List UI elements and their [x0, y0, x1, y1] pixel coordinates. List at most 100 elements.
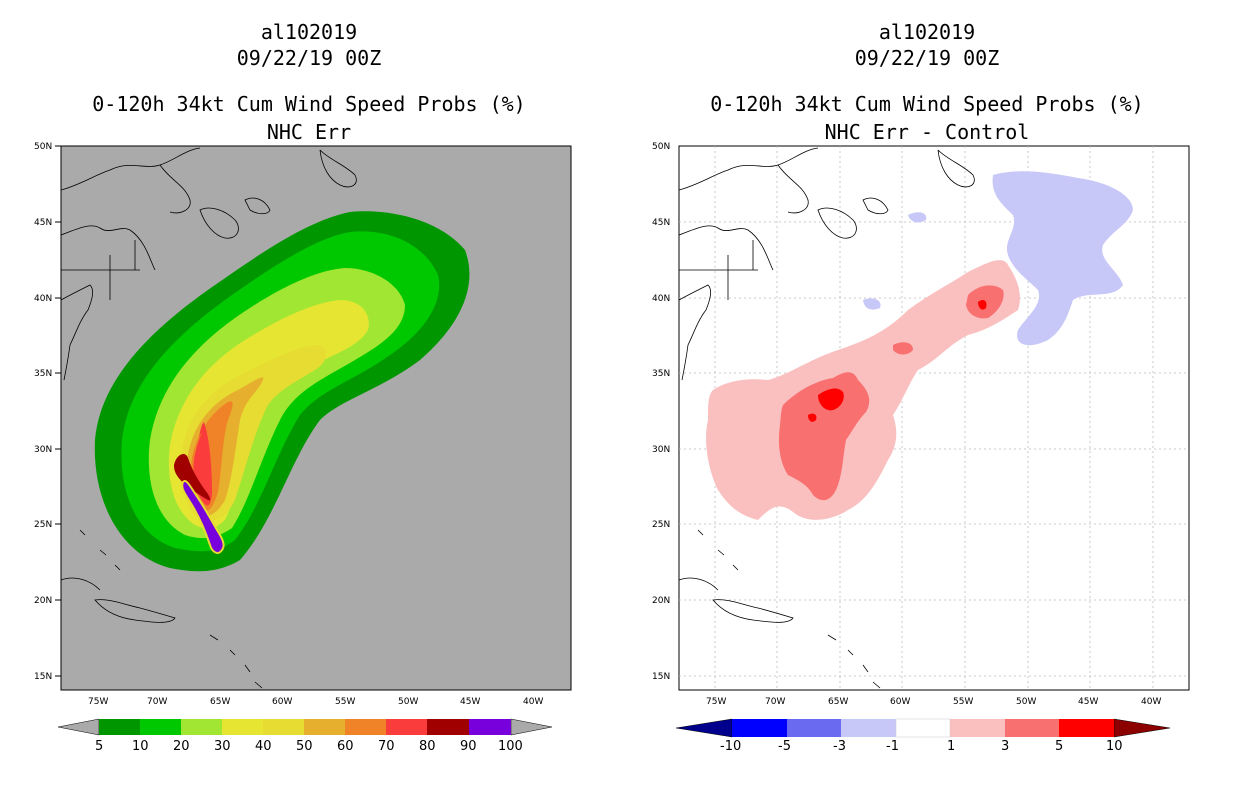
lat-label: 45N	[652, 218, 670, 228]
coastlines	[679, 147, 975, 689]
colorbar-box	[125, 719, 141, 735]
lon-label: 50W	[398, 697, 418, 707]
lon-label: 70W	[147, 697, 167, 707]
lat-label: 25N	[652, 520, 670, 530]
lon-label: 40W	[523, 697, 543, 707]
colorbar-label: 30	[214, 739, 231, 754]
colorbar-label: 100	[498, 739, 523, 754]
subtitle: NHC Err - Control	[824, 120, 1030, 144]
colorbar-box	[427, 719, 469, 735]
lat-label: 30N	[652, 445, 670, 455]
colorbar-box	[732, 719, 787, 737]
lon-labels: 75W 70W 65W 60W 55W 50W 45W 40W	[88, 697, 543, 707]
lon-label: 65W	[828, 697, 848, 707]
colorbar-box	[386, 719, 427, 735]
colorbar-label: -5	[778, 739, 791, 754]
positive-3	[778, 372, 870, 501]
datetime: 09/22/19 00Z	[854, 46, 1000, 70]
product-title: 0-120h 34kt Cum Wind Speed Probs (%)	[710, 92, 1144, 116]
contour-80	[173, 454, 211, 501]
colorbar-box	[222, 719, 263, 735]
colorbar-box	[345, 719, 386, 735]
probability-map: 50N 45N 40N 35N 30N 25N 20N 15N 75W 70W …	[34, 142, 572, 754]
colorbar-label: 5	[1055, 739, 1063, 754]
lat-label: 20N	[652, 596, 670, 606]
probability-contours	[94, 211, 470, 572]
colorbar-label: 3	[1001, 739, 1009, 754]
lon-label: 75W	[706, 697, 726, 707]
colorbar-box	[841, 719, 896, 737]
positive-5	[818, 388, 844, 411]
lon-label: 65W	[210, 697, 230, 707]
lon-label: 75W	[88, 697, 108, 707]
colorbar-label: 40	[255, 739, 272, 754]
datetime: 09/22/19 00Z	[236, 46, 382, 70]
lon-label: 60W	[272, 697, 292, 707]
lon-label: 60W	[890, 697, 910, 707]
lat-label: 30N	[34, 445, 52, 455]
colorbar-box	[99, 719, 125, 735]
left-panel: al102019 09/22/19 00Z 0-120h 34kt Cum Wi…	[34, 20, 572, 754]
positive-5	[808, 413, 817, 422]
storm-id: al102019	[878, 20, 976, 44]
subtitle: NHC Err	[266, 120, 352, 144]
colorbar-low-arrow	[675, 718, 733, 738]
negative-area	[908, 212, 927, 223]
colorbar-label: -1	[886, 739, 899, 754]
colorbar-box	[1059, 719, 1114, 737]
colorbar-label: 10	[132, 739, 149, 754]
positive-5	[978, 300, 987, 310]
colorbar-label: 80	[419, 739, 436, 754]
colorbar: 5 10 20 30 40 50 60 70 80 90 100	[57, 718, 553, 754]
colorbar-box	[304, 719, 345, 735]
positive-3	[893, 342, 913, 355]
lat-label: 20N	[34, 596, 52, 606]
lon-label: 55W	[335, 697, 355, 707]
difference-map: 50N 45N 40N 35N 30N 25N 20N 15N 75W 70W …	[652, 142, 1190, 754]
colorbar-label: -3	[833, 739, 846, 754]
lat-label: 50N	[34, 142, 52, 152]
colorbar-label: 60	[337, 739, 354, 754]
colorbar-box	[895, 718, 951, 738]
lat-label: 45N	[34, 218, 52, 228]
coastlines	[61, 147, 357, 689]
lon-label: 50W	[1016, 697, 1036, 707]
colorbar-box	[140, 719, 181, 735]
lon-label: 55W	[953, 697, 973, 707]
lon-label: 45W	[1078, 697, 1098, 707]
lon-labels: 75W 70W 65W 60W 55W 50W 45W 40W	[706, 697, 1161, 707]
colorbar-high-arrow	[1113, 718, 1171, 738]
difference-contours	[706, 171, 1133, 520]
colorbar-label: 5	[95, 739, 103, 754]
colorbar-label: 50	[296, 739, 313, 754]
negative-area	[863, 298, 881, 310]
colorbar: -10 -5 -3 -1 1 3 5 10	[675, 718, 1171, 754]
lon-label: 70W	[765, 697, 785, 707]
lat-label: 35N	[34, 369, 52, 379]
lat-label: 15N	[34, 672, 52, 682]
lon-label: 45W	[460, 697, 480, 707]
product-title: 0-120h 34kt Cum Wind Speed Probs (%)	[92, 92, 526, 116]
negative-area	[992, 171, 1133, 346]
lat-labels: 50N 45N 40N 35N 30N 25N 20N 15N	[652, 142, 670, 682]
lat-label: 15N	[652, 672, 670, 682]
colorbar-box	[1005, 719, 1059, 737]
colorbar-label: 90	[460, 739, 477, 754]
colorbar-box	[787, 719, 841, 737]
lat-labels: 50N 45N 40N 35N 30N 25N 20N 15N	[34, 142, 61, 682]
lat-label: 50N	[652, 142, 670, 152]
colorbar-label: 70	[378, 739, 395, 754]
lat-label: 40N	[34, 294, 52, 304]
colorbar-label: -10	[720, 739, 741, 754]
colorbar-box	[950, 719, 1005, 737]
colorbar-low-arrow	[57, 718, 100, 736]
colorbar-label: 20	[173, 739, 190, 754]
lat-label: 40N	[652, 294, 670, 304]
lat-label: 25N	[34, 520, 52, 530]
colorbar-label: 1	[947, 739, 955, 754]
lat-label: 35N	[652, 369, 670, 379]
colorbar-box	[263, 719, 304, 735]
contour-100	[181, 480, 225, 554]
colorbar-high-arrow	[510, 718, 553, 736]
colorbar-box	[469, 719, 511, 735]
